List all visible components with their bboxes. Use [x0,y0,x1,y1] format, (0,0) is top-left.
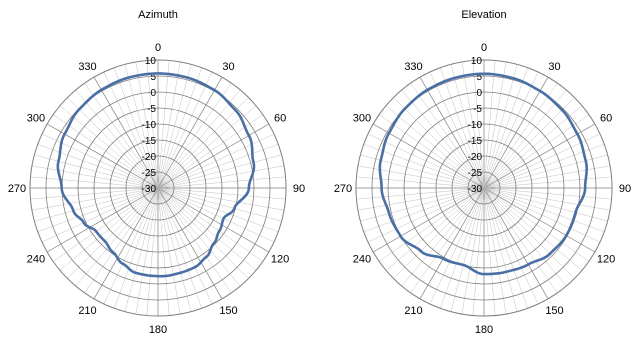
elevation-grid-ring [419,123,549,253]
azimuth-pattern-line [56,72,256,278]
azimuth-radial-tick-label: -15 [142,136,157,147]
elevation-polar-chart: Elevation 10 5 0 -5 -10 -15 -20 -25 -30 … [334,9,631,336]
azimuth-grid-ring [125,155,191,221]
elevation-chart-title: Elevation [461,9,506,21]
elevation-grid-ring [435,139,533,237]
azimuth-grid-ring [77,107,239,269]
elevation-grid-ring [371,75,597,301]
elevation-grid-ring [403,107,565,269]
azimuth-radial-tick-label: 5 [150,72,156,83]
elevation-grid [356,60,612,316]
elevation-angle-label: 330 [404,61,422,73]
azimuth-rings [29,59,287,317]
azimuth-angle-labels: 0 30 60 90 120 150 180 210 240 270 300 3… [8,42,305,336]
elevation-grid-ring [467,171,501,205]
elevation-angle-label: 180 [475,324,493,336]
azimuth-angle-label: 240 [27,254,45,266]
elevation-radial-tick-label: -10 [468,120,483,131]
azimuth-radial-tick-label: -25 [142,168,157,179]
elevation-angle-label: 210 [404,305,422,317]
elevation-radial-tick-label: -25 [468,168,483,179]
azimuth-grid-ring [93,123,223,253]
elevation-angle-label: 240 [353,254,371,266]
azimuth-angle-label: 180 [149,324,167,336]
azimuth-angle-label: 150 [219,305,237,317]
elevation-radial-tick-label: 10 [471,56,483,67]
azimuth-radial-tick-label: -20 [142,152,157,163]
elevation-angle-label: 90 [619,183,631,195]
azimuth-polar-chart: Azimuth 10 5 0 -5 -10 -15 -20 -25 -30 0 … [8,9,305,336]
elevation-radial-tick-labels: 10 5 0 -5 -10 -15 -20 -25 -30 [468,56,483,195]
azimuth-angle-label: 0 [155,42,161,54]
azimuth-grid-ring [141,171,175,205]
azimuth-angle-label: 270 [8,183,26,195]
elevation-grid-ring [387,91,581,285]
elevation-angle-label: 60 [600,113,612,125]
elevation-radial-tick-label: 5 [476,72,482,83]
elevation-radial-tick-label: -5 [473,104,482,115]
azimuth-angle-label: 330 [78,61,96,73]
azimuth-angle-label: 30 [222,61,234,73]
azimuth-angle-label: 120 [271,254,289,266]
elevation-grid-ring [451,155,517,221]
elevation-angle-label: 30 [548,61,560,73]
azimuth-angle-label: 60 [274,113,286,125]
elevation-grid-ring [355,59,613,317]
elevation-rings [355,59,613,317]
elevation-angle-label: 150 [545,305,563,317]
elevation-angle-label: 120 [597,254,615,266]
azimuth-radial-tick-label: -5 [147,104,156,115]
azimuth-angle-label: 90 [293,183,305,195]
elevation-angle-labels: 0 30 60 90 120 150 180 210 240 270 300 3… [334,42,631,336]
elevation-angle-label: 0 [481,42,487,54]
azimuth-radial-tick-labels: 10 5 0 -5 -10 -15 -20 -25 -30 [142,56,157,195]
azimuth-grid-ring [29,59,287,317]
elevation-radial-tick-label: 0 [476,88,482,99]
elevation-radial-tick-label: -20 [468,152,483,163]
azimuth-chart-title: Azimuth [138,9,178,21]
azimuth-angle-label: 300 [27,113,45,125]
elevation-pattern-line [378,72,588,276]
azimuth-radial-tick-label: 10 [145,56,157,67]
azimuth-radial-tick-label: -30 [142,184,157,195]
azimuth-radial-tick-label: 0 [150,88,156,99]
elevation-angle-label: 300 [353,113,371,125]
elevation-angle-label: 270 [334,183,352,195]
elevation-radial-tick-label: -30 [468,184,483,195]
elevation-radial-tick-label: -15 [468,136,483,147]
azimuth-grid-ring [45,75,271,301]
azimuth-angle-label: 210 [78,305,96,317]
azimuth-grid-ring [109,139,207,237]
azimuth-radial-tick-label: -10 [142,120,157,131]
